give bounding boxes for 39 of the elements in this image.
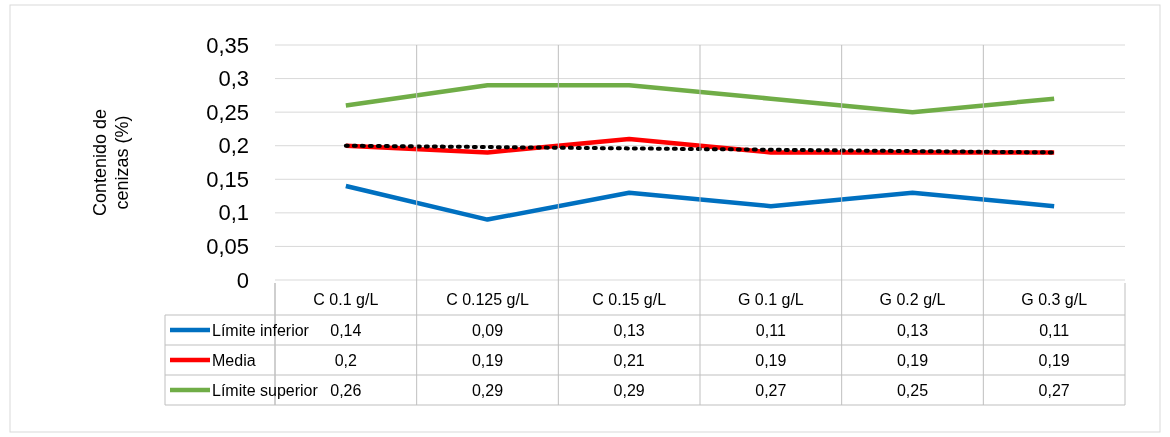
x-tick-label: G 0.1 g/L — [737, 291, 804, 308]
y-axis-title: Contenido de cenizas (%) — [90, 108, 132, 217]
x-tick-label: G 0.2 g/L — [879, 291, 946, 308]
x-tick-label: C 0.1 g/L — [313, 291, 379, 308]
y-tick-label: 0 — [236, 267, 249, 293]
data-label: 0,21 — [613, 352, 645, 369]
line-series — [343, 83, 1057, 115]
data-label: 0,11 — [755, 322, 786, 339]
data-label: 0,29 — [471, 382, 504, 399]
legend-label: Límite superior — [212, 382, 319, 399]
data-label: 0,19 — [471, 352, 504, 369]
data-label: 0,19 — [755, 352, 787, 369]
y-tick-label: 0,3 — [218, 66, 249, 92]
data-label: 0,09 — [471, 322, 504, 339]
data-label: 0,11 — [1039, 322, 1070, 339]
data-label: 0,27 — [755, 382, 787, 399]
data-label: 0,29 — [613, 382, 645, 399]
data-label: 0,13 — [613, 322, 645, 339]
x-tick-label: G 0.3 g/L — [1021, 291, 1088, 308]
line-series — [343, 143, 1057, 155]
legend-label: Media — [212, 352, 256, 369]
data-label: 0,25 — [896, 382, 929, 399]
legend-label: Límite inferior — [212, 322, 310, 339]
data-label: 0,27 — [1038, 382, 1070, 399]
line-series — [343, 183, 1057, 222]
y-tick-label: 0,35 — [206, 32, 249, 58]
data-label: 0,26 — [330, 382, 362, 399]
data-label: 0,2 — [334, 352, 358, 369]
y-tick-label: 0,2 — [218, 133, 249, 159]
data-label: 0,14 — [330, 322, 362, 339]
y-tick-label: 0,15 — [206, 166, 249, 192]
data-label: 0,19 — [1038, 352, 1070, 369]
x-tick-label: C 0.125 g/L — [446, 291, 529, 308]
y-tick-label: 0,1 — [218, 200, 249, 226]
y-tick-label: 0,25 — [206, 99, 249, 125]
data-label: 0,19 — [896, 352, 929, 369]
data-label: 0,13 — [896, 322, 929, 339]
y-tick-label: 0,05 — [206, 233, 249, 259]
x-tick-label: C 0.15 g/L — [592, 291, 667, 308]
